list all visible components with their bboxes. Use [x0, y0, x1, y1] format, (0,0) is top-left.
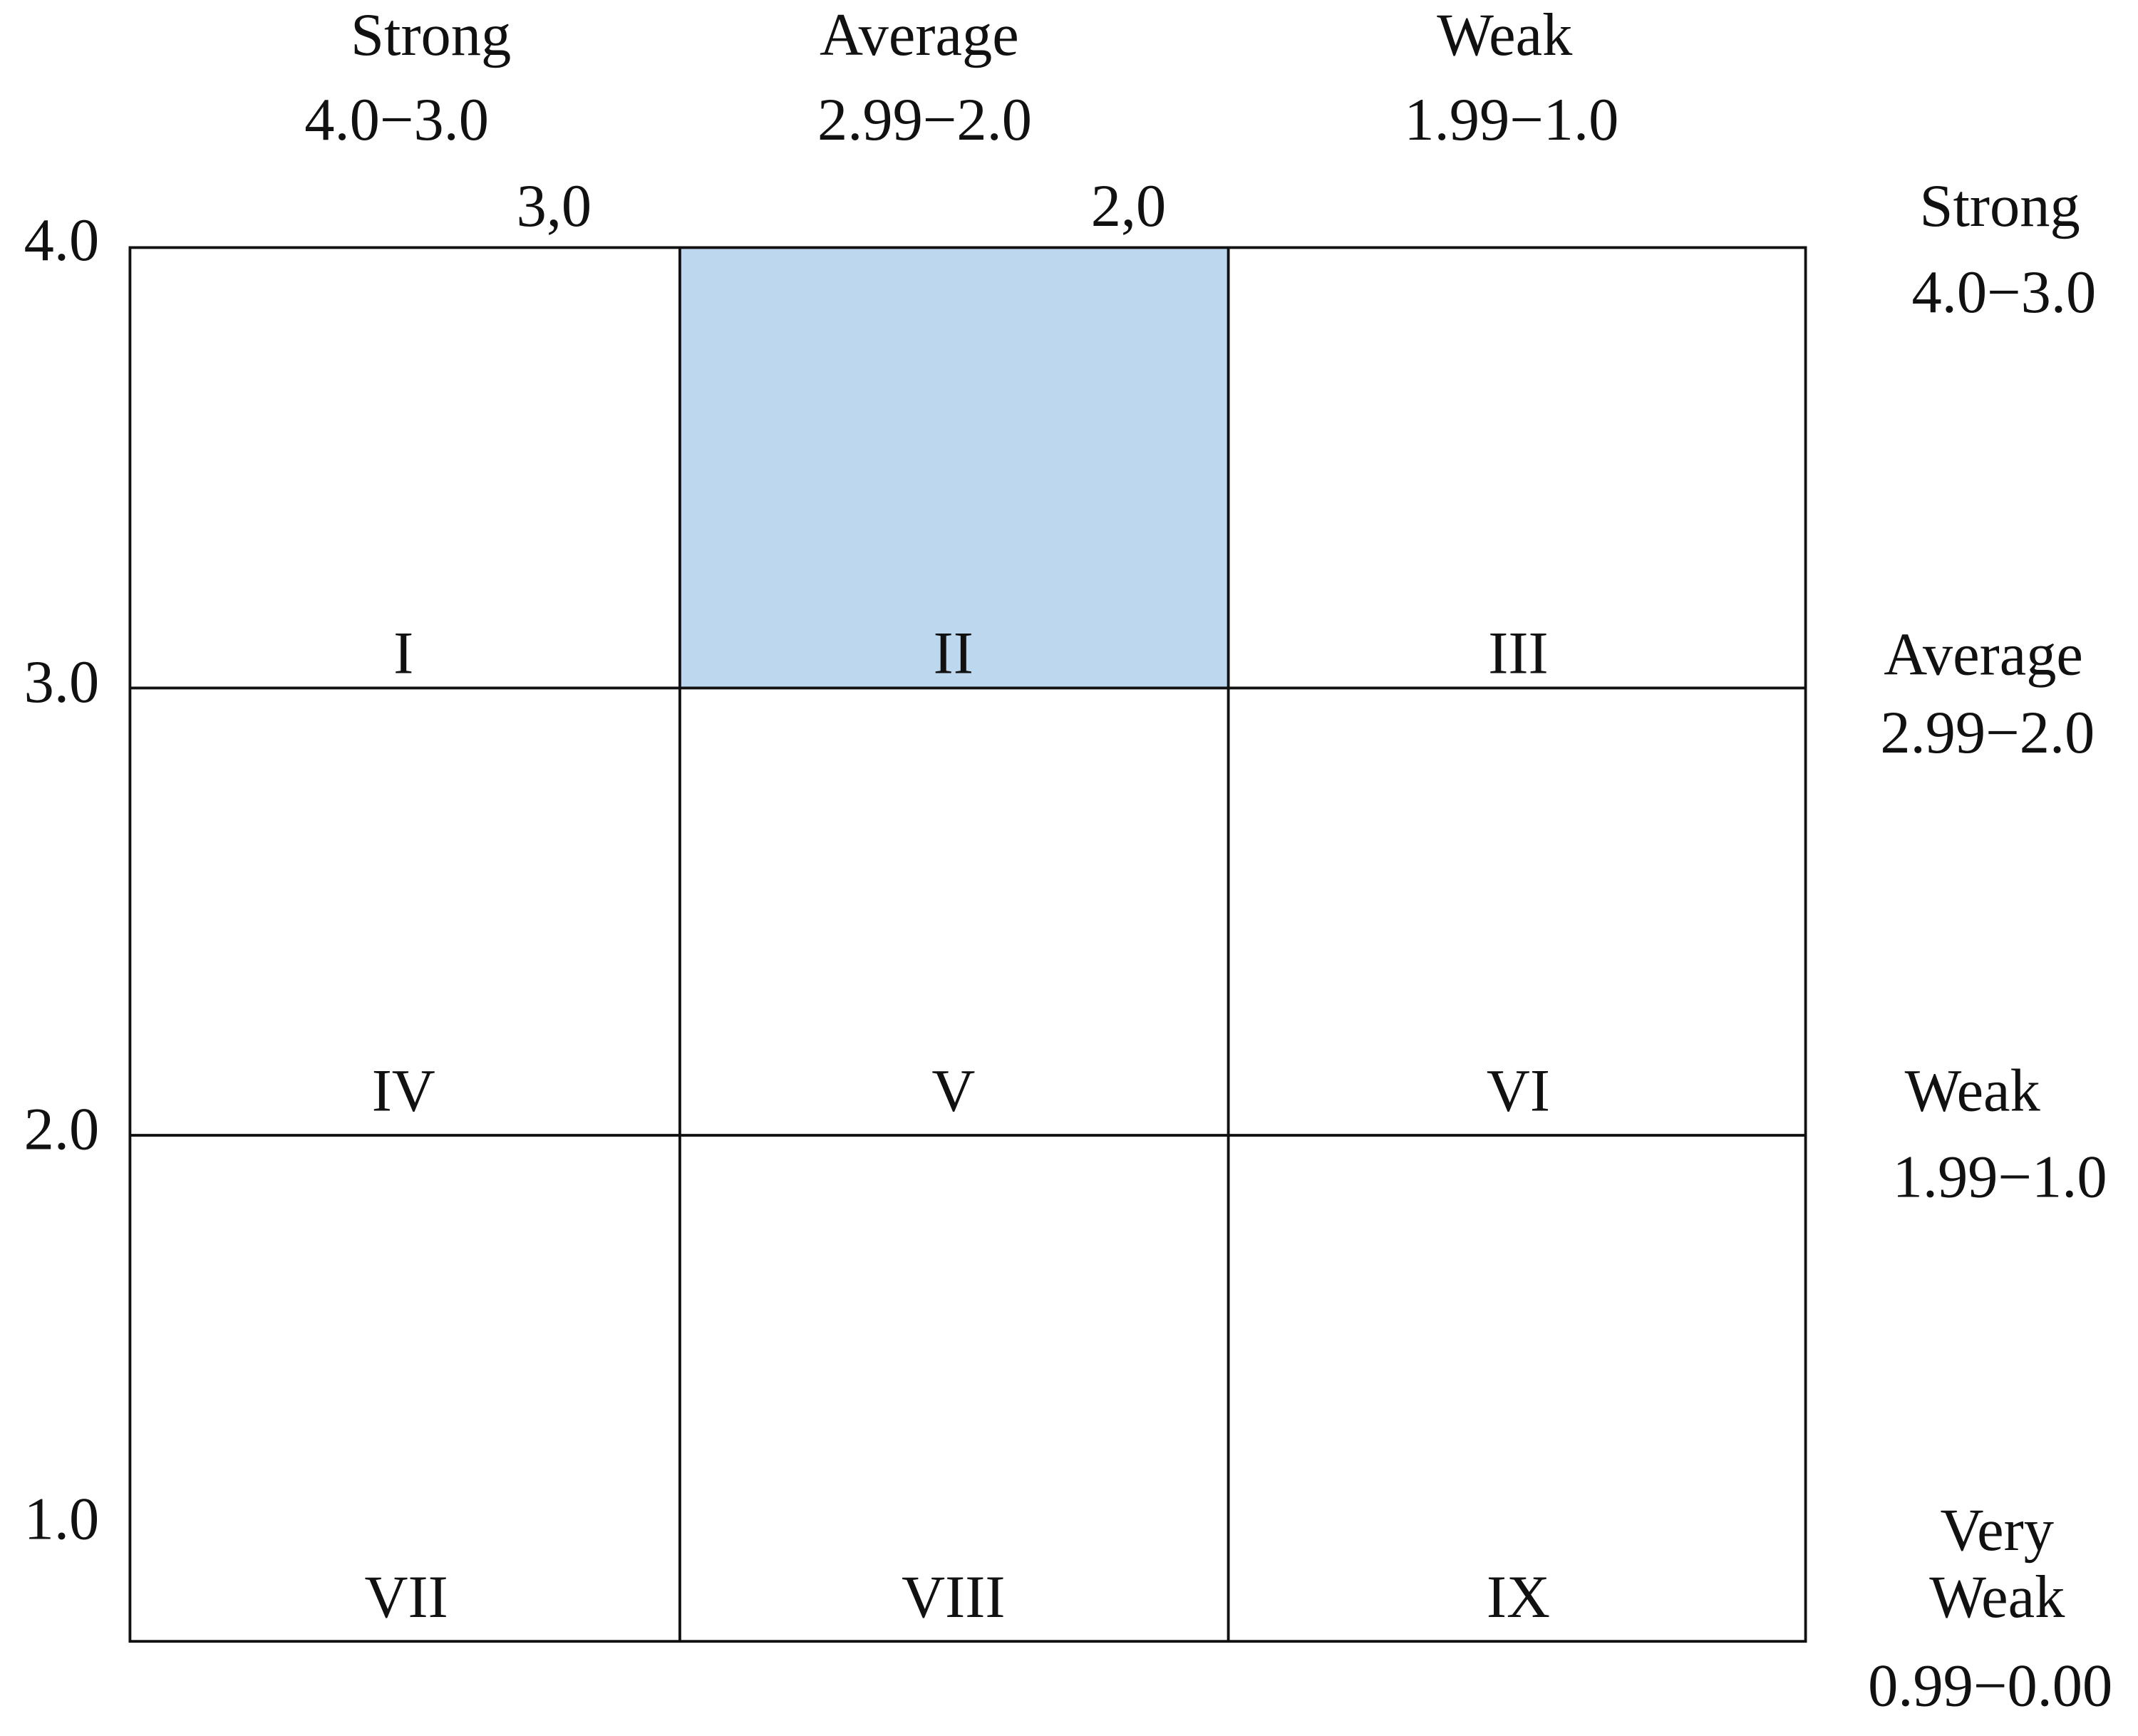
row-header: Weak: [1905, 1058, 2041, 1125]
y-axis-label: 4.0: [24, 207, 100, 274]
cell-label: VII: [364, 1564, 448, 1631]
row-header: Weak: [1929, 1564, 2065, 1631]
cell-label: IX: [1487, 1564, 1550, 1631]
column-header: Strong: [351, 2, 511, 68]
row-header: Very: [1941, 1497, 2054, 1564]
grid-border: [128, 246, 1807, 1643]
highlighted-cell: [679, 247, 1229, 688]
cell-label: V: [931, 1058, 975, 1125]
row-range: 4.0−3.0: [1911, 259, 2096, 326]
column-header: Weak: [1437, 2, 1573, 68]
cell-label: I: [393, 620, 413, 686]
cell-label: VIII: [902, 1564, 1005, 1631]
cell-label: IV: [372, 1058, 435, 1125]
cell-label: VI: [1487, 1058, 1550, 1125]
column-boundary: 2,0: [1091, 173, 1167, 239]
column-range: 4.0−3.0: [304, 87, 489, 153]
column-range: 2.99−2.0: [817, 87, 1032, 153]
row-range: 1.99−1.0: [1893, 1145, 2107, 1211]
y-axis-label: 3.0: [24, 649, 100, 715]
row-range: 0.99−0.00: [1868, 1653, 2112, 1720]
y-axis-label: 1.0: [24, 1486, 100, 1552]
cell-label: II: [934, 620, 974, 686]
cell-label: III: [1488, 620, 1548, 686]
y-axis-label: 2.0: [24, 1096, 100, 1162]
row-header: Average: [1884, 621, 2083, 688]
row-range: 2.99−2.0: [1880, 700, 2095, 766]
column-boundary: 3,0: [517, 173, 592, 239]
column-header: Average: [820, 2, 1019, 68]
row-header: Strong: [1919, 173, 2080, 239]
column-range: 1.99−1.0: [1404, 87, 1618, 153]
